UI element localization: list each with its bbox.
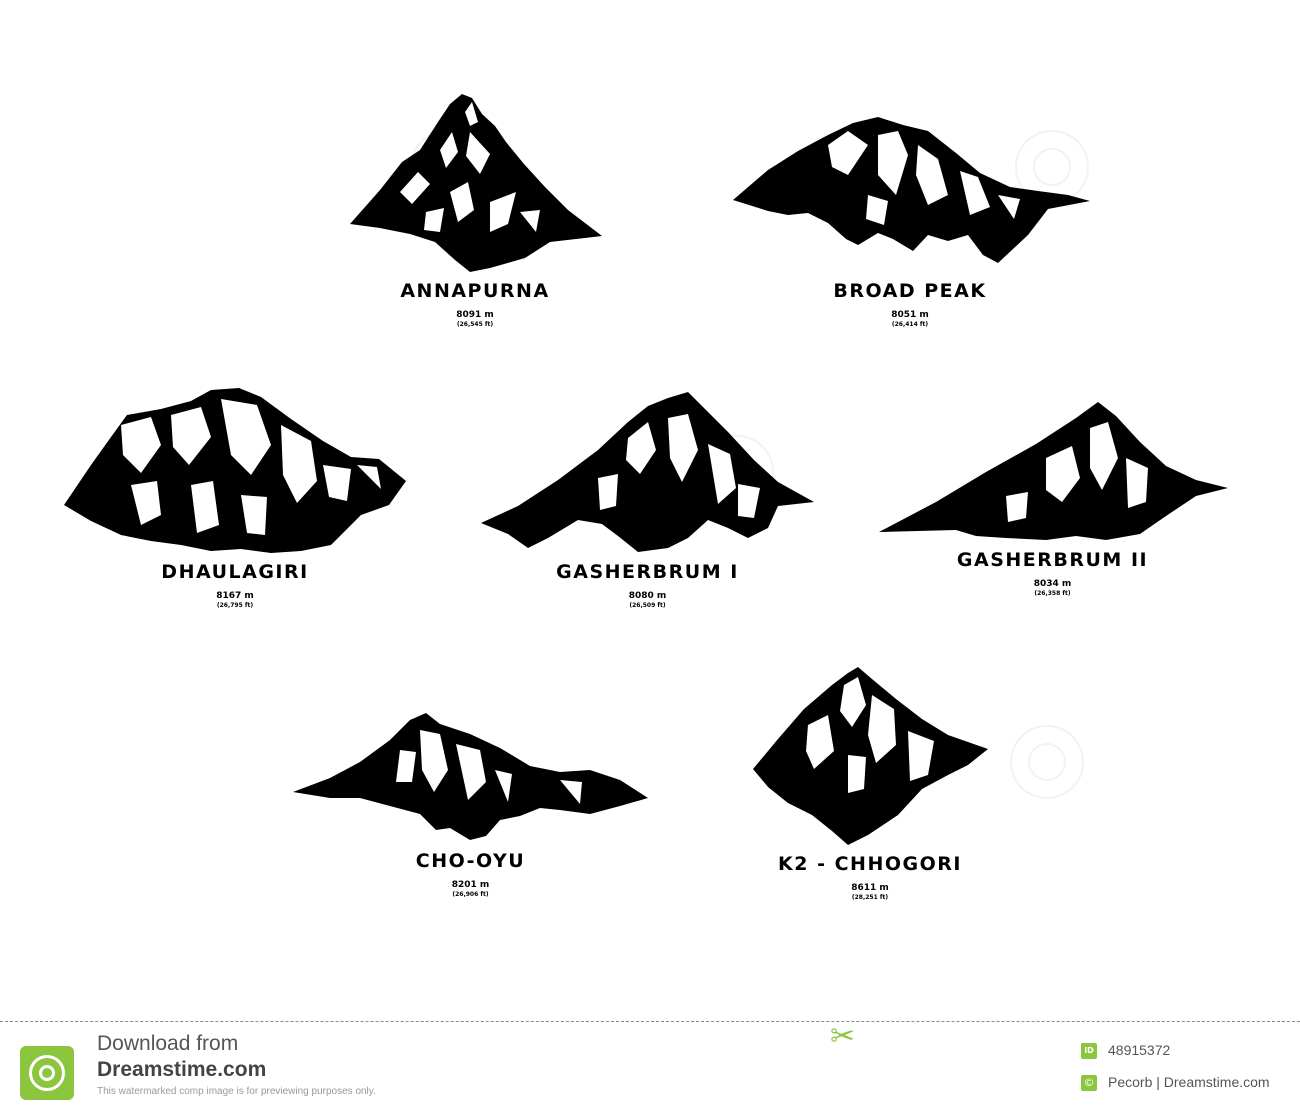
peak-card-annapurna: ANNAPURNA 8091 m (26,545 ft)	[335, 92, 615, 328]
peak-height-ft: (26,414 ft)	[891, 321, 929, 328]
peak-name: BROAD PEAK	[833, 280, 987, 302]
author-credit[interactable]: Pecorb | Dreamstime.com	[1108, 1074, 1270, 1090]
peak-height-m: 8034 m	[1033, 579, 1072, 589]
broad-peak-silhouette	[732, 117, 1090, 263]
peak-height-ft: (26,795 ft)	[216, 602, 254, 609]
peak-height-ft: (26,358 ft)	[1034, 590, 1071, 597]
image-id: 48915372	[1108, 1042, 1171, 1058]
peak-height-m: 8080 m	[628, 591, 667, 601]
id-badge-icon: ID	[1081, 1043, 1097, 1059]
peak-height-m: 8051 m	[891, 310, 929, 320]
peak-card-cho-oyu: CHO-OYU 8201 m (26,906 ft)	[288, 710, 653, 898]
peak-name: GASHERBRUM I	[556, 561, 739, 583]
peak-card-dhaulagiri: DHAULAGIRI 8167 m (26,795 ft)	[60, 385, 410, 609]
peak-card-k2-chhogori: K2 - CHHOGORI 8611 m (28,251 ft)	[745, 665, 995, 901]
k2-silhouette	[752, 667, 988, 845]
peak-height-m: 8091 m	[456, 310, 494, 320]
download-from-text: Download from	[97, 1032, 239, 1055]
peak-height-ft: (26,509 ft)	[629, 602, 666, 609]
peak-height-m: 8167 m	[216, 591, 254, 601]
peak-height-m: 8201 m	[451, 880, 490, 890]
gasherbrum-ii-silhouette	[878, 402, 1228, 540]
copyright-icon: ©	[1081, 1075, 1097, 1091]
scissors-icon: ✂	[830, 1019, 856, 1054]
watermark-note: This watermarked comp image is for previ…	[97, 1086, 376, 1097]
cho-oyu-silhouette	[292, 713, 648, 840]
annapurna-silhouette	[350, 94, 602, 272]
peak-height-ft: (26,545 ft)	[456, 321, 494, 328]
peak-name: DHAULAGIRI	[161, 561, 309, 583]
peak-name: CHO-OYU	[415, 850, 526, 872]
peak-card-broad-peak: BROAD PEAK 8051 m (26,414 ft)	[725, 115, 1095, 328]
peak-name: ANNAPURNA	[400, 280, 550, 302]
peak-card-gasherbrum-ii: GASHERBRUM II 8034 m (26,358 ft)	[875, 398, 1230, 597]
dreamstime-logo-icon	[20, 1046, 74, 1100]
peak-height-ft: (28,251 ft)	[851, 894, 889, 901]
peak-card-gasherbrum-i: GASHERBRUM I 8080 m (26,509 ft)	[475, 388, 820, 609]
watermark-spiral-icon	[1010, 725, 1084, 799]
watermark-footer: Download from Dreamstime.com This waterm…	[0, 1021, 1300, 1112]
peak-name: GASHERBRUM II	[956, 549, 1149, 571]
dhaulagiri-silhouette	[64, 388, 406, 553]
peak-name: K2 - CHHOGORI	[778, 853, 962, 875]
peak-height-m: 8611 m	[851, 883, 889, 893]
dreamstime-link[interactable]: Dreamstime.com	[97, 1058, 267, 1081]
gasherbrum-i-silhouette	[480, 392, 814, 552]
peak-height-ft: (26,906 ft)	[452, 891, 489, 898]
